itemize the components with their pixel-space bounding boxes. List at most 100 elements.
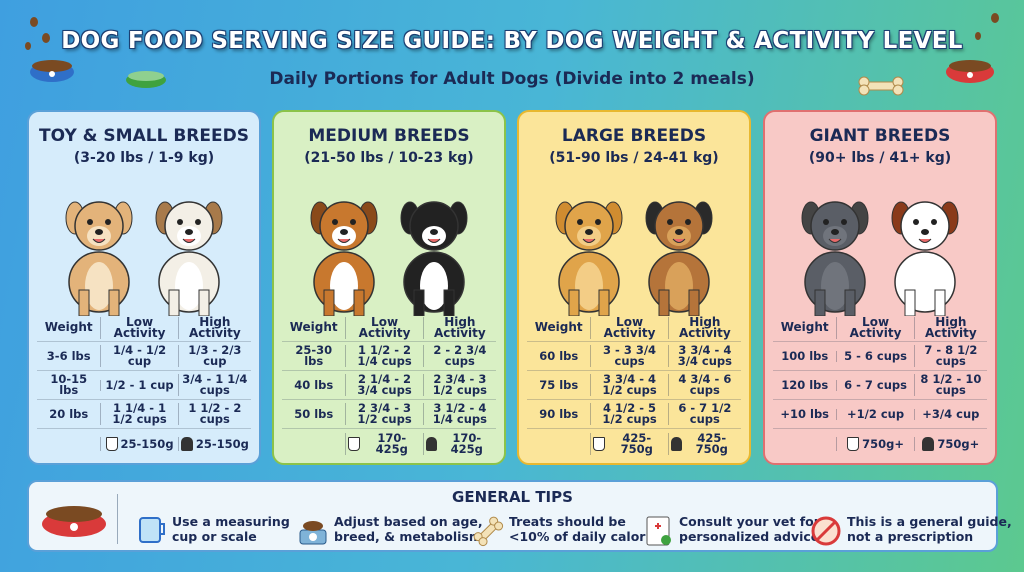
- grams-icon: [593, 437, 605, 451]
- breed-card: TOY & SMALL BREEDS (3-20 lbs / 1-9 kg) Wei…: [27, 110, 261, 465]
- breed-card: GIANT BREEDS (90+ lbs / 41+ kg) Weight Low …: [763, 110, 997, 465]
- table-cell: 20 lbs: [49, 406, 89, 421]
- grams-text: 25-150g: [195, 436, 249, 451]
- card-subtitle: (21-50 lbs / 10-23 kg): [304, 150, 474, 166]
- grams-icon: [180, 437, 193, 451]
- grams-cell: 25-150g: [100, 437, 177, 451]
- table-cell: 3 - 3 3/4 cups: [590, 344, 667, 367]
- table-cell: 2 1/4 - 2 3/4 cups: [345, 373, 422, 396]
- serving-table: Weight Low Activity High Activity 25-30 lbs…: [282, 314, 496, 459]
- table-cell: 10-15 lbs: [50, 372, 88, 397]
- table-row: 100 lbs 5 - 6 cups 7 - 8 1/2 cups: [773, 342, 987, 371]
- table-cell: 2 3/4 - 3 1/2 cups: [422, 373, 496, 396]
- table-cell: 120 lbs: [781, 377, 829, 392]
- table-cell: 3 1/2 - 4 1/4 cups: [422, 402, 496, 425]
- card-title: LARGE BREEDS: [561, 126, 707, 146]
- table-header: Weight Low Activity High Activity: [37, 314, 251, 342]
- tip-text: Treats should be <10% of daily calories: [509, 514, 666, 544]
- grams-cell: 25-150g: [177, 436, 251, 451]
- table-row: 10-15 lbs 1/2 - 1 cup 3/4 - 1 1/4 cups: [37, 371, 251, 400]
- grams-text: 425-750g: [695, 431, 728, 456]
- table-cell: 3-6 lbs: [46, 348, 91, 363]
- table-row: 75 lbs 3 3/4 - 4 1/2 cups 4 3/4 - 6 cups: [527, 371, 741, 400]
- tip-text: Use a measuring cup or scale: [172, 514, 290, 544]
- table-cell: 6 - 7 1/2 cups: [667, 402, 741, 425]
- table-row: 60 lbs 3 - 3 3/4 cups 3 3/4 - 4 3/4 cups: [527, 342, 741, 371]
- grams-row: 170-425g 170-425g: [282, 429, 496, 459]
- bowl-icon: [42, 506, 106, 537]
- grams-cell: 425-750g: [667, 431, 741, 456]
- header-cell: High Activity: [177, 316, 251, 339]
- table-row: +10 lbs +1/2 cup +3/4 cup: [773, 400, 987, 429]
- tip-icon: [299, 521, 327, 545]
- serving-table: Weight Low Activity High Activity 60 lbs 3 -…: [527, 314, 741, 459]
- card-title: TOY & SMALL BREEDS: [39, 126, 249, 146]
- table-cell: +3/4 cup: [913, 408, 987, 420]
- table-cell: +1/2 cup: [836, 408, 913, 420]
- tip-line: personalized advice: [679, 529, 820, 544]
- table-row: 40 lbs 2 1/4 - 2 3/4 cups 2 3/4 - 3 1/2 cu…: [282, 371, 496, 400]
- table-cell: 2 3/4 - 3 1/2 cups: [345, 402, 422, 425]
- header-cell: High Activity: [667, 316, 741, 339]
- tip-line: not a prescription: [847, 529, 974, 544]
- table-header: Weight Low Activity High Activity: [773, 314, 987, 342]
- tip-text: This is a general guide, not a prescripti…: [847, 514, 1012, 544]
- serving-table: Weight Low Activity High Activity 3-6 lbs 1/…: [37, 314, 251, 459]
- header-cell: Low Activity: [836, 316, 913, 339]
- grams-icon: [670, 437, 682, 451]
- tip-line: Treats should be: [509, 514, 626, 529]
- tip-line: This is a general guide,: [847, 514, 1012, 529]
- grams-text: 750g+: [937, 436, 980, 451]
- grams-icon: [105, 437, 118, 451]
- table-row: 20 lbs 1 1/4 - 1 1/2 cups 1 1/2 - 2 cups: [37, 400, 251, 429]
- tips-title: GENERAL TIPS: [452, 488, 573, 506]
- tip-line: breed, & metabolism: [334, 529, 482, 544]
- tip-line: Adjust based on age,: [334, 514, 483, 529]
- grams-text: 750g+: [862, 436, 904, 451]
- table-header: Weight Low Activity High Activity: [527, 314, 741, 342]
- header-cell: High Activity: [913, 316, 987, 339]
- tip-item: Consult your vet for personalized advice: [641, 514, 820, 548]
- grams-icon: [348, 437, 360, 451]
- table-cell: 90 lbs: [539, 406, 579, 421]
- table-cell: 1/4 - 1/2 cup: [100, 344, 177, 367]
- grams-cell: 750g+: [913, 436, 987, 451]
- grams-text: 170-425g: [375, 431, 408, 456]
- table-cell: 50 lbs: [294, 406, 334, 421]
- divider: [117, 494, 118, 544]
- table-row: 120 lbs 6 - 7 cups 8 1/2 - 10 cups: [773, 371, 987, 400]
- table-cell: 4 3/4 - 6 cups: [667, 373, 741, 396]
- dog-illustration: [555, 201, 713, 316]
- table-cell: +10 lbs: [780, 406, 830, 421]
- header-cell: Weight: [534, 320, 583, 334]
- tip-line: Consult your vet for: [679, 514, 820, 529]
- table-row: 90 lbs 4 1/2 - 5 1/2 cups 6 - 7 1/2 cups: [527, 400, 741, 429]
- table-cell: 3 3/4 - 4 1/2 cups: [590, 373, 667, 396]
- header-cell: Weight: [780, 320, 829, 334]
- card-title: MEDIUM BREEDS: [308, 126, 470, 146]
- table-cell: 8 1/2 - 10 cups: [913, 373, 987, 396]
- dog-illustration: [65, 201, 223, 316]
- page-subtitle: Daily Portions for Adult Dogs (Divide in…: [269, 69, 755, 89]
- table-cell: 5 - 6 cups: [836, 350, 913, 362]
- dog-illustration: [801, 201, 959, 316]
- tips-box: GENERAL TIPS Use a measuring cup or scale…: [27, 480, 1012, 552]
- table-cell: 3 3/4 - 4 3/4 cups: [667, 344, 741, 367]
- tip-line: Use a measuring: [172, 514, 290, 529]
- tip-icon: [811, 516, 841, 546]
- grams-row: 25-150g 25-150g: [37, 429, 251, 459]
- grams-row: 425-750g 425-750g: [527, 429, 741, 459]
- tip-icon: [139, 517, 165, 543]
- table-cell: 4 1/2 - 5 1/2 cups: [590, 402, 667, 425]
- tip-line: <10% of daily calories: [509, 529, 666, 544]
- tip-icon: [646, 516, 671, 546]
- table-cell: 1 1/2 - 2 1/4 cups: [345, 344, 422, 367]
- tip-item: Treats should be <10% of daily calories: [471, 514, 666, 548]
- table-cell: 40 lbs: [294, 377, 334, 392]
- tip-text: Adjust based on age, breed, & metabolism: [334, 514, 483, 544]
- grams-cell: 170-425g: [422, 432, 496, 455]
- header-cell: Weight: [289, 320, 338, 334]
- card-subtitle: (51-90 lbs / 24-41 kg): [549, 150, 719, 166]
- table-cell: 2 - 2 3/4 cups: [422, 344, 496, 367]
- header-cell: High Activity: [422, 316, 496, 339]
